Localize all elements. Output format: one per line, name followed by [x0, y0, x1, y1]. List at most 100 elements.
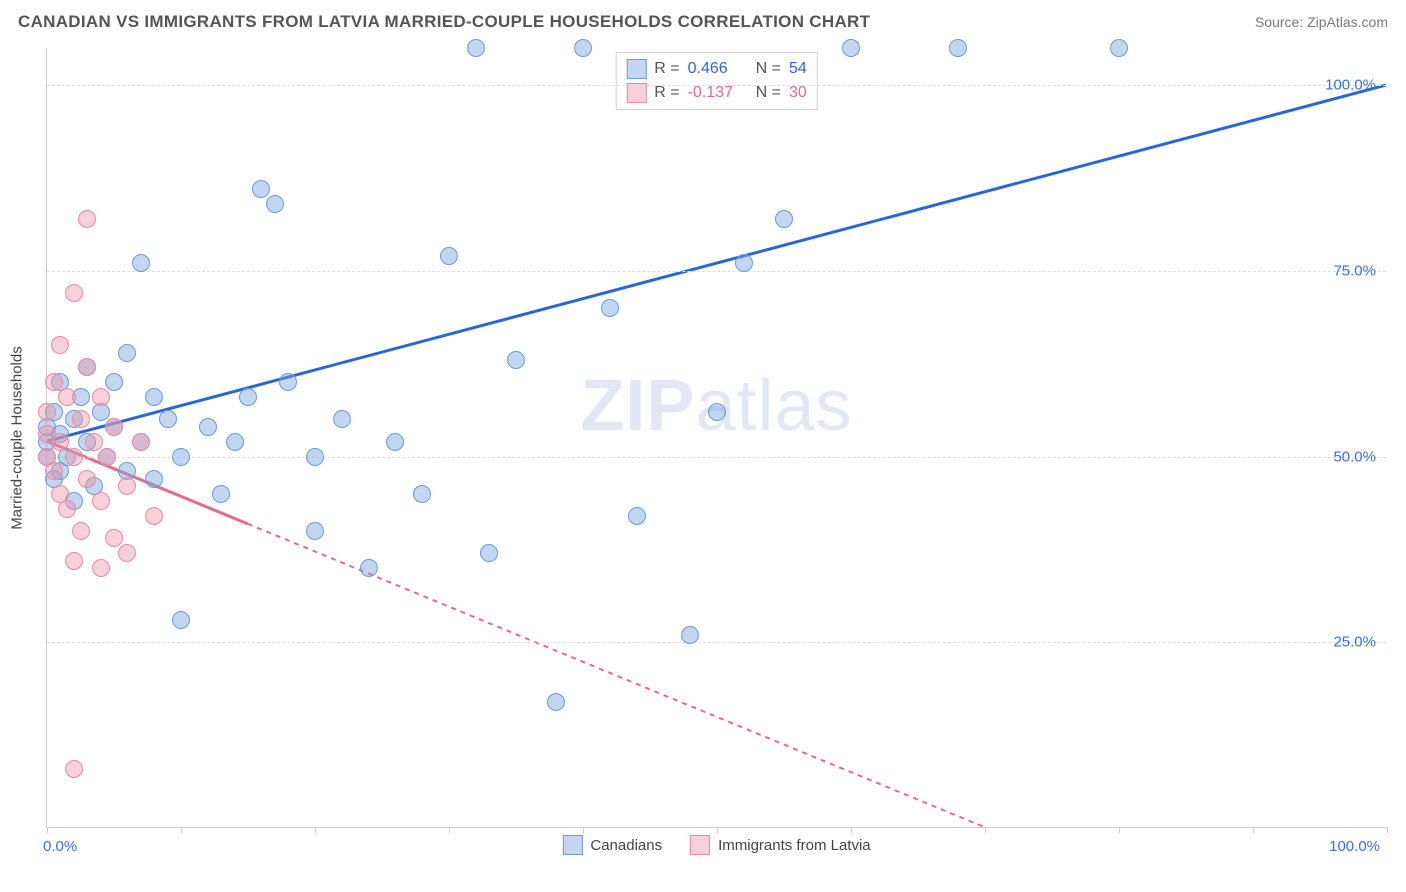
- data-point: [440, 247, 458, 265]
- legend-r-label: R =: [654, 60, 679, 78]
- gridline: [47, 271, 1386, 272]
- gridline: [47, 457, 1386, 458]
- legend-n-value: 54: [789, 60, 807, 78]
- data-point: [212, 485, 230, 503]
- xtick-mark: [1387, 827, 1388, 833]
- trend-line-dashed: [248, 524, 984, 827]
- data-point: [266, 195, 284, 213]
- data-point: [386, 433, 404, 451]
- data-point: [306, 522, 324, 540]
- data-point: [72, 522, 90, 540]
- legend-bottom: Canadians Immigrants from Latvia: [562, 835, 870, 855]
- data-point: [628, 507, 646, 525]
- chart-title: CANADIAN VS IMMIGRANTS FROM LATVIA MARRI…: [18, 12, 870, 32]
- gridline: [47, 642, 1386, 643]
- legend-n-label: N =: [756, 60, 781, 78]
- data-point: [58, 500, 76, 518]
- data-point: [78, 358, 96, 376]
- data-point: [735, 254, 753, 272]
- ytick-label: 100.0%: [1325, 77, 1376, 94]
- data-point: [92, 559, 110, 577]
- xaxis-min-label: 0.0%: [43, 838, 77, 855]
- data-point: [226, 433, 244, 451]
- data-point: [172, 611, 190, 629]
- source-label: Source: ZipAtlas.com: [1255, 14, 1388, 30]
- yaxis-title: Married-couple Households: [9, 346, 26, 529]
- legend-top: R =0.466N =54R =-0.137N =30: [615, 52, 817, 110]
- legend-swatch: [690, 835, 710, 855]
- xtick-mark: [1119, 827, 1120, 833]
- data-point: [507, 351, 525, 369]
- data-point: [51, 336, 69, 354]
- data-point: [413, 485, 431, 503]
- data-point: [480, 544, 498, 562]
- data-point: [45, 462, 63, 480]
- data-point: [105, 418, 123, 436]
- legend-n-value: 30: [789, 84, 807, 102]
- gridline: [47, 85, 1386, 86]
- data-point: [775, 210, 793, 228]
- xaxis-max-label: 100.0%: [1329, 838, 1380, 855]
- xtick-mark: [717, 827, 718, 833]
- data-point: [118, 477, 136, 495]
- data-point: [172, 448, 190, 466]
- legend-swatch: [626, 59, 646, 79]
- data-point: [38, 403, 56, 421]
- xtick-mark: [315, 827, 316, 833]
- data-point: [118, 544, 136, 562]
- data-point: [85, 433, 103, 451]
- legend-r-label: R =: [654, 84, 679, 102]
- data-point: [145, 388, 163, 406]
- data-point: [145, 507, 163, 525]
- data-point: [467, 39, 485, 57]
- data-point: [58, 388, 76, 406]
- ytick-label: 75.0%: [1333, 262, 1376, 279]
- data-point: [252, 180, 270, 198]
- chart-area: Married-couple Households ZIPatlas R =0.…: [46, 48, 1386, 828]
- legend-bottom-item: Canadians: [562, 835, 662, 855]
- data-point: [65, 552, 83, 570]
- data-point: [105, 529, 123, 547]
- data-point: [333, 410, 351, 428]
- data-point: [65, 448, 83, 466]
- data-point: [132, 433, 150, 451]
- legend-top-row: R =0.466N =54: [626, 57, 806, 81]
- data-point: [98, 448, 116, 466]
- ytick-label: 25.0%: [1333, 634, 1376, 651]
- xtick-mark: [985, 827, 986, 833]
- xtick-mark: [583, 827, 584, 833]
- ytick-label: 50.0%: [1333, 448, 1376, 465]
- data-point: [601, 299, 619, 317]
- xtick-mark: [449, 827, 450, 833]
- legend-series-label: Immigrants from Latvia: [718, 837, 871, 854]
- data-point: [159, 410, 177, 428]
- trend-lines-svg: [47, 48, 1386, 827]
- data-point: [239, 388, 257, 406]
- data-point: [105, 373, 123, 391]
- data-point: [51, 433, 69, 451]
- data-point: [279, 373, 297, 391]
- data-point: [45, 373, 63, 391]
- data-point: [132, 254, 150, 272]
- data-point: [145, 470, 163, 488]
- data-point: [65, 760, 83, 778]
- data-point: [72, 410, 90, 428]
- legend-r-value: -0.137: [688, 84, 748, 102]
- data-point: [681, 626, 699, 644]
- data-point: [78, 470, 96, 488]
- data-point: [547, 693, 565, 711]
- header: CANADIAN VS IMMIGRANTS FROM LATVIA MARRI…: [0, 0, 1406, 40]
- data-point: [574, 39, 592, 57]
- xtick-mark: [851, 827, 852, 833]
- data-point: [118, 344, 136, 362]
- legend-series-label: Canadians: [590, 837, 662, 854]
- xtick-mark: [181, 827, 182, 833]
- legend-n-label: N =: [756, 84, 781, 102]
- data-point: [708, 403, 726, 421]
- data-point: [306, 448, 324, 466]
- data-point: [199, 418, 217, 436]
- data-point: [92, 492, 110, 510]
- data-point: [65, 284, 83, 302]
- data-point: [360, 559, 378, 577]
- data-point: [842, 39, 860, 57]
